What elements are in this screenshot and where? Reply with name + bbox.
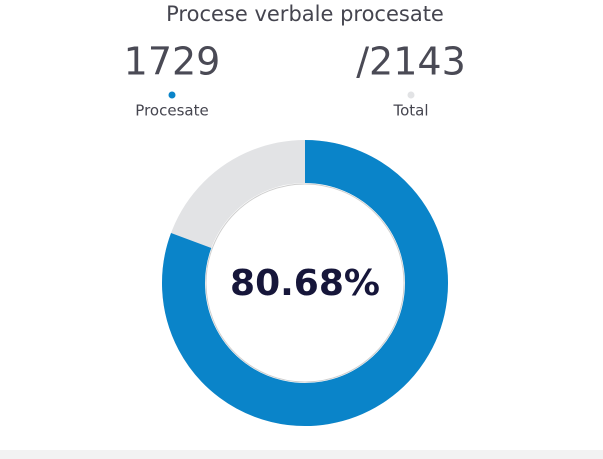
inner-circle [205, 183, 405, 383]
legend-dot [407, 91, 415, 99]
center-percent: 80.68% [230, 263, 380, 304]
kpi-value: /2143 [356, 40, 466, 84]
kpi-value: 1729 [124, 40, 221, 84]
legend-dot [168, 91, 176, 99]
legend-label: Total [392, 102, 428, 120]
chart-title: Procese verbale procesate [166, 2, 444, 26]
bottom-strip [0, 450, 603, 459]
legend-label: Procesate [135, 102, 208, 120]
ring-processed [162, 140, 448, 426]
